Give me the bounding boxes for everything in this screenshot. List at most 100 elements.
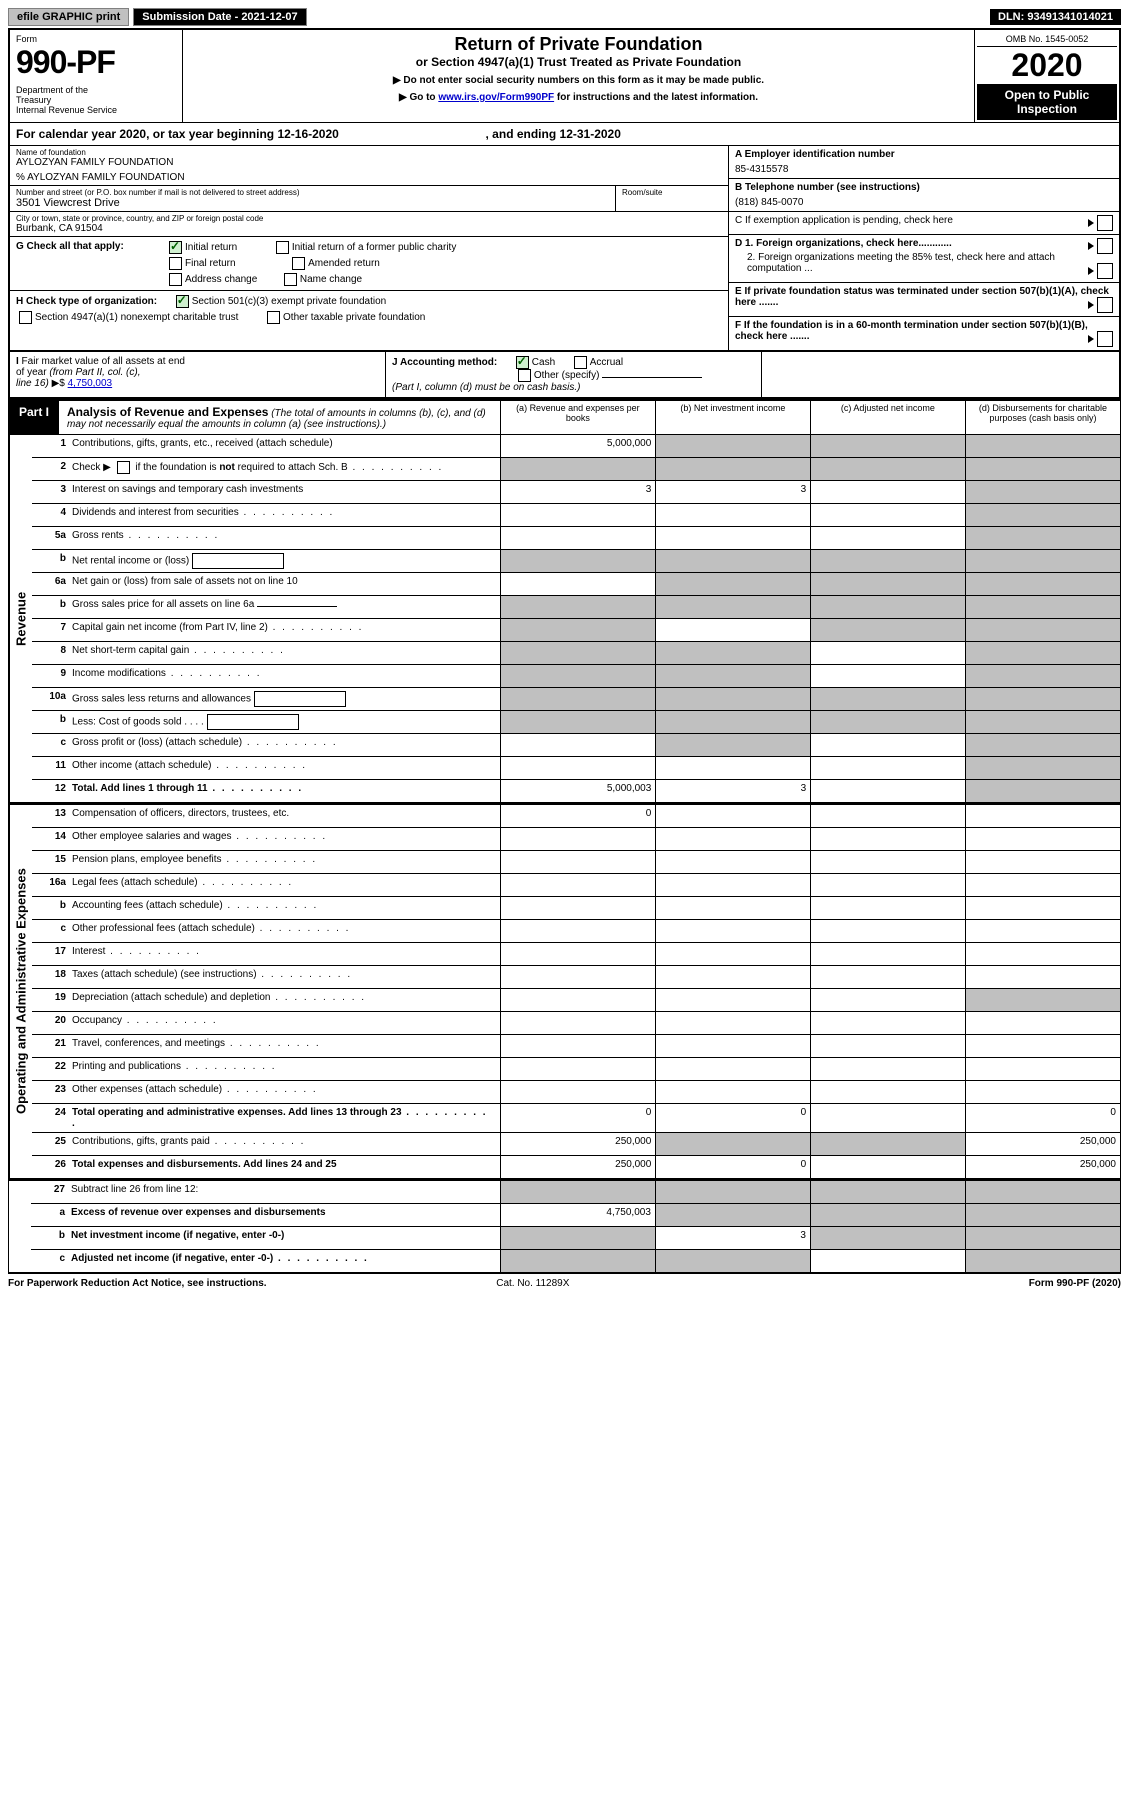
initial-former-checkbox[interactable] <box>276 241 289 254</box>
row-27: 27 Subtract line 26 from line 12: <box>31 1181 1120 1204</box>
arrow-icon <box>1088 335 1094 343</box>
opex-rows: 13 Compensation of officers, directors, … <box>32 805 1120 1178</box>
e-row: E If private foundation status was termi… <box>729 283 1119 317</box>
cell-d: 250,000 <box>965 1156 1120 1178</box>
other-taxable-checkbox[interactable] <box>267 311 280 324</box>
line-desc: Capital gain net income (from Part IV, l… <box>70 619 500 641</box>
form-number: 990-PF <box>16 44 176 81</box>
cell-c <box>810 1133 965 1155</box>
line-num: 19 <box>32 989 70 1011</box>
line-desc: Other professional fees (attach schedule… <box>70 920 500 942</box>
accrual-checkbox[interactable] <box>574 356 587 369</box>
line-num: 20 <box>32 1012 70 1034</box>
line-num: b <box>32 596 70 618</box>
row-16c: c Other professional fees (attach schedu… <box>32 920 1120 943</box>
final-return-checkbox[interactable] <box>169 257 182 270</box>
line27-section: 27 Subtract line 26 from line 12: a Exce… <box>8 1179 1121 1274</box>
row-10b: b Less: Cost of goods sold . . . . <box>32 711 1120 734</box>
d2-checkbox[interactable] <box>1097 263 1113 279</box>
line-desc: Gross sales price for all assets on line… <box>70 596 500 618</box>
fmv-link[interactable]: 4,750,003 <box>68 378 113 389</box>
cell-c <box>810 527 965 549</box>
line-num: c <box>31 1250 69 1272</box>
row-2: 2 Check ▶ if the foundation is not requi… <box>32 458 1120 481</box>
cell-a <box>500 596 655 618</box>
line-desc: Pension plans, employee benefits <box>70 851 500 873</box>
line-num: 18 <box>32 966 70 988</box>
cell-d <box>965 711 1120 733</box>
h-label: H Check type of organization: <box>16 296 157 307</box>
4947-checkbox[interactable] <box>19 311 32 324</box>
cell-d <box>965 805 1120 827</box>
name-change-checkbox[interactable] <box>284 273 297 286</box>
phone-label: B Telephone number (see instructions) <box>735 182 1113 193</box>
cell-a: 0 <box>500 805 655 827</box>
cell-b: 3 <box>655 1227 810 1249</box>
form-center: Return of Private Foundation or Section … <box>183 30 975 122</box>
cell-d <box>965 550 1120 572</box>
row-17: 17 Interest <box>32 943 1120 966</box>
ein-label: A Employer identification number <box>735 149 1113 160</box>
cell-a <box>500 828 655 850</box>
schb-checkbox[interactable] <box>117 461 130 474</box>
cell-b: 3 <box>655 481 810 503</box>
accrual-label: Accrual <box>590 357 623 368</box>
arrow-icon <box>1088 301 1094 309</box>
cell-c <box>810 1181 965 1203</box>
id-right: A Employer identification number 85-4315… <box>728 146 1119 350</box>
cell-d <box>965 435 1120 457</box>
line-num: 2 <box>32 458 70 480</box>
other-method-checkbox[interactable] <box>518 369 531 382</box>
cell-a <box>500 734 655 756</box>
cell-d <box>965 1204 1120 1226</box>
cell-b: 0 <box>655 1104 810 1132</box>
amended-checkbox[interactable] <box>292 257 305 270</box>
cell-a <box>500 573 655 595</box>
row-27c: c Adjusted net income (if negative, ente… <box>31 1250 1120 1272</box>
cell-c <box>810 665 965 687</box>
calendar-year-row: For calendar year 2020, or tax year begi… <box>8 122 1121 145</box>
row-27b: b Net investment income (if negative, en… <box>31 1227 1120 1250</box>
row-16b: b Accounting fees (attach schedule) <box>32 897 1120 920</box>
street-address: 3501 Viewcrest Drive <box>16 197 609 209</box>
part1-tag: Part I <box>9 401 59 434</box>
cell-b <box>655 711 810 733</box>
arrow-icon <box>1088 219 1094 227</box>
r2-pre: Check ▶ <box>72 462 114 473</box>
cell-a: 5,000,000 <box>500 435 655 457</box>
initial-return-checkbox[interactable] <box>169 241 182 254</box>
arrow-icon <box>1088 242 1094 250</box>
name-label: Name of foundation <box>16 148 722 157</box>
cell-b <box>655 527 810 549</box>
addr-change-checkbox[interactable] <box>169 273 182 286</box>
cell-b <box>655 1012 810 1034</box>
line-num: 11 <box>32 757 70 779</box>
cell-c <box>810 1250 965 1272</box>
d1-checkbox[interactable] <box>1097 238 1113 254</box>
cell-d <box>965 596 1120 618</box>
line-desc: Contributions, gifts, grants, etc., rece… <box>70 435 500 457</box>
row-14: 14 Other employee salaries and wages <box>32 828 1120 851</box>
cell-c <box>810 1035 965 1057</box>
f-col-dup <box>761 352 1119 397</box>
line-num: a <box>31 1204 69 1226</box>
efile-btn[interactable]: efile GRAPHIC print <box>8 8 129 26</box>
col-d-head: (d) Disbursements for charitable purpose… <box>965 401 1120 434</box>
cell-b <box>655 550 810 572</box>
cell-c <box>810 734 965 756</box>
line-desc: Other expenses (attach schedule) <box>70 1081 500 1103</box>
cell-a <box>500 1058 655 1080</box>
e-label: E If private foundation status was termi… <box>735 286 1109 308</box>
f-checkbox[interactable] <box>1097 331 1113 347</box>
cash-checkbox[interactable] <box>516 356 529 369</box>
instructions-link[interactable]: www.irs.gov/Form990PF <box>438 92 554 103</box>
i-col: I Fair market value of all assets at end… <box>10 352 385 397</box>
revenue-label: Revenue <box>9 435 32 802</box>
footer-mid: Cat. No. 11289X <box>496 1278 569 1289</box>
line-num: b <box>32 550 70 572</box>
c-checkbox[interactable] <box>1097 215 1113 231</box>
501c3-checkbox[interactable] <box>176 295 189 308</box>
cell-b <box>655 874 810 896</box>
line-num: 10a <box>32 688 70 710</box>
e-checkbox[interactable] <box>1097 297 1113 313</box>
